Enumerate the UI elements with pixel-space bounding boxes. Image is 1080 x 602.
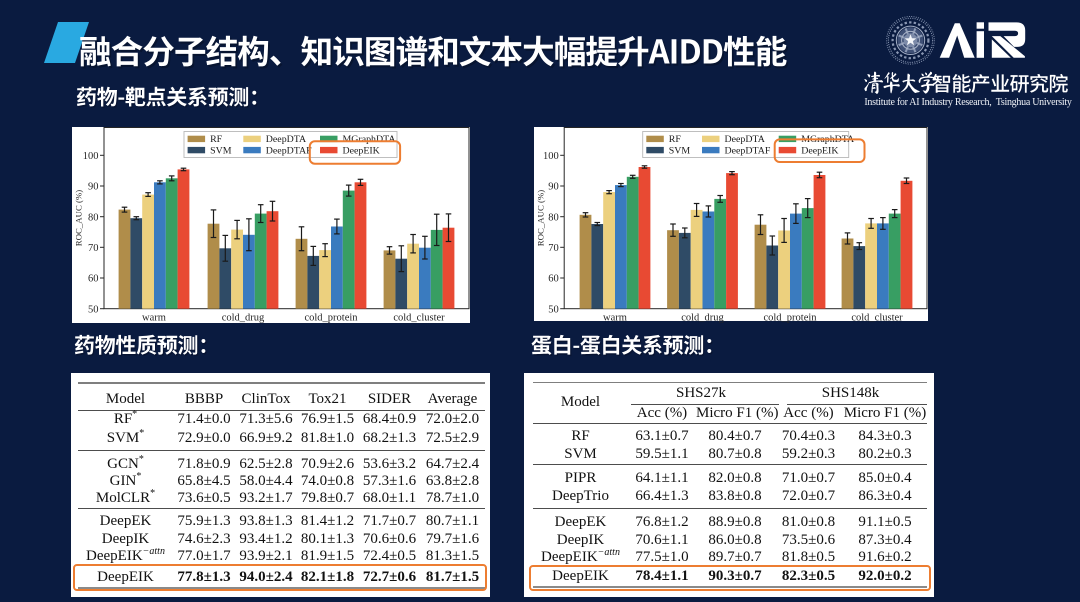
svg-text:DeepDTAF: DeepDTAF [725,145,771,156]
svg-text:90: 90 [548,182,559,193]
svg-text:60: 60 [548,274,559,285]
svg-text:RF: RF [210,134,223,145]
svg-text:70: 70 [88,243,99,254]
svg-text:DeepDTAF: DeepDTAF [266,145,312,156]
svg-text:50: 50 [548,304,559,315]
svg-text:RF: RF [669,134,682,145]
svg-text:cold_cluster: cold_cluster [393,313,445,324]
svg-text:warm: warm [142,313,166,324]
svg-text:100: 100 [543,151,559,162]
svg-text:cold_cluster: cold_cluster [851,313,903,324]
svg-text:80: 80 [548,212,559,223]
svg-text:MGraphDTA: MGraphDTA [343,134,397,145]
svg-text:60: 60 [88,274,99,285]
svg-text:50: 50 [88,304,99,315]
svg-text:100: 100 [83,151,99,162]
svg-text:cold_drug: cold_drug [681,313,724,324]
svg-text:DeepEIK: DeepEIK [343,145,381,156]
svg-text:cold_drug: cold_drug [222,313,265,324]
svg-text:80: 80 [88,212,99,223]
svg-text:DeepEIK: DeepEIK [801,145,839,156]
svg-text:DeepDTA: DeepDTA [725,134,766,145]
svg-text:ROC_AUC (%): ROC_AUC (%) [74,190,84,247]
svg-text:SVM: SVM [210,145,232,156]
svg-text:DeepDTA: DeepDTA [266,134,307,145]
svg-text:warm: warm [603,313,627,324]
svg-text:cold_protein: cold_protein [304,313,358,324]
svg-text:SVM: SVM [669,145,691,156]
svg-text:cold_protein: cold_protein [763,313,817,324]
svg-text:ROC_AUC (%): ROC_AUC (%) [536,190,546,247]
svg-text:90: 90 [88,182,99,193]
svg-text:70: 70 [548,243,559,254]
